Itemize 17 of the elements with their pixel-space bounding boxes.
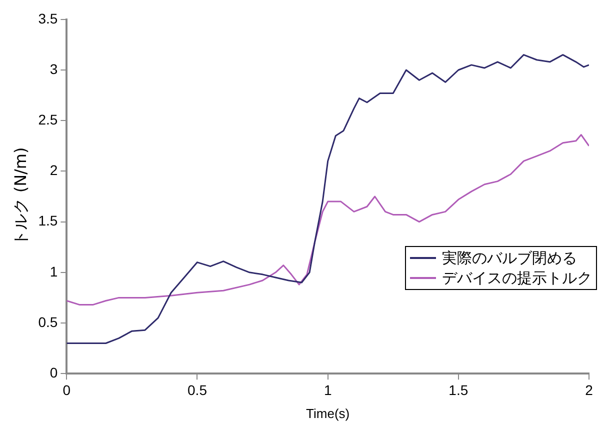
x-tick-label: 2 [585, 382, 594, 398]
y-tick-label: 2.5 [38, 111, 58, 128]
x-tick-label: 0 [62, 382, 71, 398]
x-tick-label: 0.5 [188, 382, 208, 398]
x-axis-title: Time(s) [306, 406, 350, 421]
y-tick-label: 3.5 [38, 10, 58, 26]
y-tick-label: 1.5 [38, 212, 58, 229]
y-tick-label: 0 [50, 364, 58, 380]
x-tick-label: 1.5 [448, 382, 468, 398]
y-tick-label: 2 [50, 162, 58, 178]
y-axis-title: トルク (N/m) [10, 147, 30, 246]
y-tick-label: 3 [50, 60, 58, 77]
legend-label: 実際のバルブ閉める [442, 248, 577, 268]
x-tick-label: 1 [324, 382, 332, 398]
legend-label: デバイスの提示トルク [442, 268, 592, 288]
y-tick-label: 1 [50, 263, 58, 280]
y-tick-label: 0.5 [38, 314, 58, 330]
